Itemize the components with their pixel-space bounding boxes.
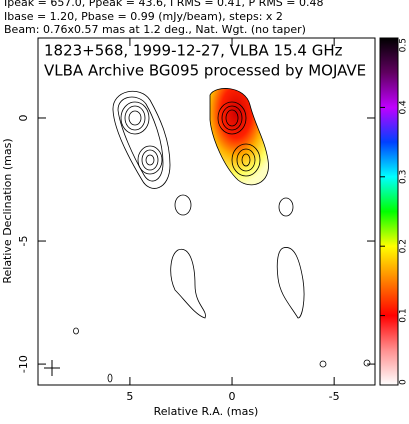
colorbar-tick-label: 0.3 bbox=[399, 170, 409, 184]
header-line: Beam: 0.76x0.57 mas at 1.2 deg., Nat. Wg… bbox=[4, 23, 306, 36]
x-tick-label: 0 bbox=[229, 390, 236, 403]
colorbar-tick-label: 0.1 bbox=[399, 308, 409, 322]
y-tick-label: -5 bbox=[17, 236, 30, 247]
colorbar-tick-label: 0.2 bbox=[399, 239, 409, 253]
y-tick-label: -10 bbox=[17, 355, 30, 373]
colorbar-tick-label: 0.5 bbox=[399, 38, 409, 52]
x-tick-label: 5 bbox=[126, 390, 133, 403]
header-line: Ipeak = 657.0, Ppeak = 43.6, I RMS = 0.4… bbox=[4, 0, 324, 9]
x-tick-label: -5 bbox=[329, 390, 340, 403]
image bbox=[44, 88, 371, 383]
plot-title: 1823+568, 1999-12-27, VLBA 15.4 GHz bbox=[44, 42, 343, 60]
colorbar bbox=[379, 37, 399, 386]
header-line: Ibase = 1.20, Pbase = 0.99 (mJy/beam), s… bbox=[4, 10, 283, 23]
colorbar-tick-label: 0 bbox=[399, 379, 409, 385]
colorbar-tick-label: 0.4 bbox=[399, 100, 409, 115]
x-axis-label: Relative R.A. (mas) bbox=[154, 405, 259, 418]
plot-frame bbox=[37, 37, 376, 386]
plot-subtitle: VLBA Archive BG095 processed by MOJAVE bbox=[44, 62, 366, 80]
y-tick-label: 0 bbox=[17, 114, 30, 121]
y-axis-label: Relative Declination (mas) bbox=[1, 138, 14, 283]
